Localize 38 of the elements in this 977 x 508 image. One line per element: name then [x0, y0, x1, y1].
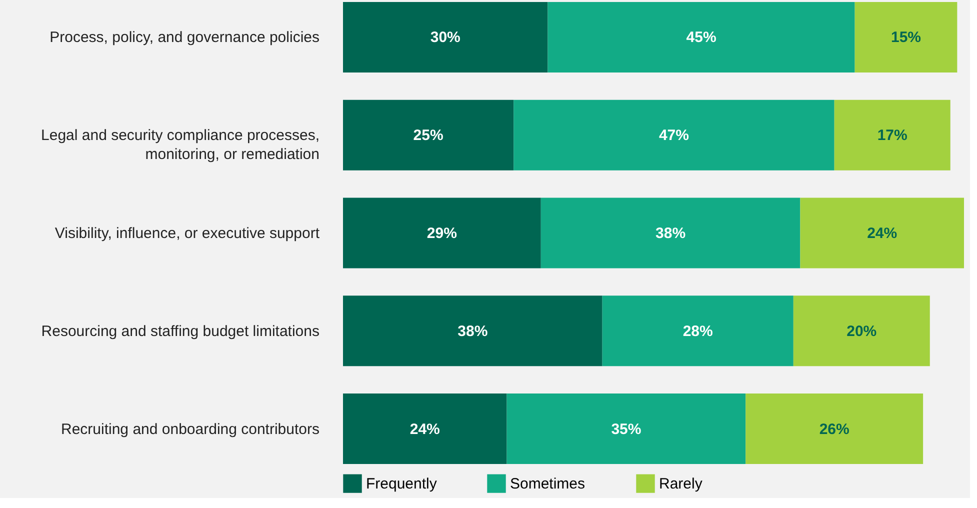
- bar: [602, 296, 794, 366]
- data-label: 26%: [819, 420, 850, 438]
- y-tick-label: Legal and security compliance processes, monitoring, or remediation: [41, 127, 320, 164]
- bar: [540, 198, 800, 268]
- data-label: 24%: [867, 225, 898, 242]
- data-label: 15%: [890, 29, 922, 46]
- data-label: 45%: [686, 29, 716, 46]
- bar: [514, 100, 834, 170]
- data-label: 28%: [682, 322, 713, 340]
- bar: [854, 2, 958, 72]
- y-tick-label: Visibility, influence, or executive support: [54, 225, 320, 242]
- data-label: 38%: [458, 322, 488, 340]
- legend-label: Sometimes: [510, 476, 586, 493]
- bar: [800, 198, 964, 268]
- legend-label: Rarely: [659, 476, 703, 493]
- bar: [746, 394, 924, 464]
- y-tick-label: Recruiting and onboarding contributors: [61, 420, 320, 438]
- legend-label: Frequently: [366, 476, 438, 493]
- bar: [793, 296, 930, 366]
- bar: [343, 2, 548, 72]
- bar: [343, 100, 514, 170]
- bar: [548, 2, 855, 72]
- data-label: 30%: [430, 29, 460, 46]
- data-label: 20%: [846, 322, 877, 340]
- data-label: 35%: [611, 420, 642, 438]
- bar: [343, 198, 541, 268]
- y-tick-label: Process, policy, and governance policies: [50, 29, 320, 46]
- bar: [834, 100, 950, 170]
- bar: [343, 296, 602, 366]
- bar: [506, 394, 746, 464]
- data-label: 17%: [877, 127, 908, 144]
- data-label: 29%: [426, 225, 457, 242]
- data-label: 38%: [656, 225, 686, 242]
- data-label: 24%: [410, 420, 440, 438]
- bar: [343, 394, 507, 464]
- y-tick-label: Resourcing and staffing budget limitations: [41, 322, 320, 340]
- data-label: 47%: [658, 127, 689, 144]
- data-label: 25%: [413, 127, 444, 144]
